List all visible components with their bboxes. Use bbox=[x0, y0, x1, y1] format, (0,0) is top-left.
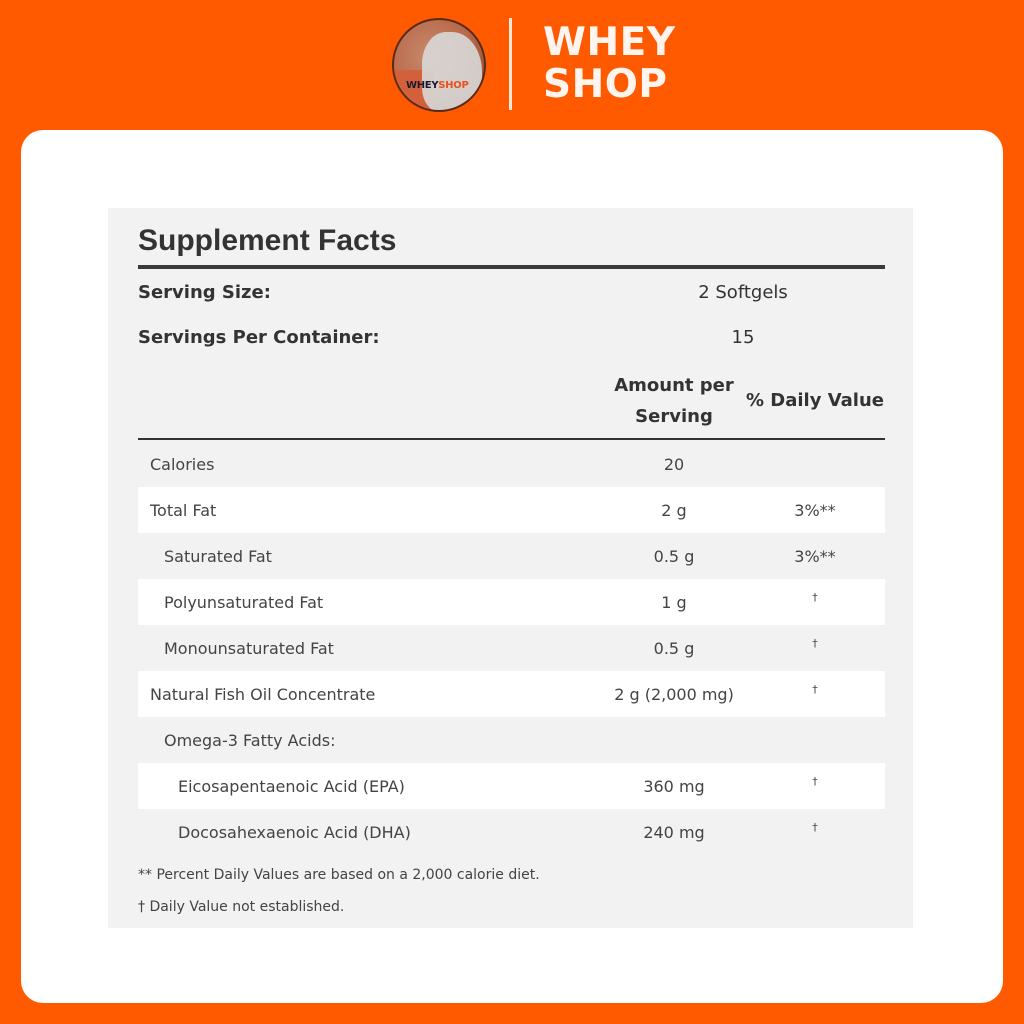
table-row: Polyunsaturated Fat 1 g † bbox=[138, 579, 885, 625]
athlete-silhouette-icon bbox=[422, 32, 482, 110]
nutrient-table: Calories 20 Total Fat 2 g 3%** Saturated… bbox=[138, 441, 885, 855]
nutrient-daily-value: † bbox=[812, 591, 818, 604]
nutrient-amount: 2 g bbox=[661, 501, 687, 520]
brand-line-2: SHOP bbox=[543, 62, 668, 107]
whey-shop-logo: WHEYSHOP bbox=[392, 18, 486, 112]
nutrient-name: Saturated Fat bbox=[164, 547, 272, 566]
nutrient-daily-value: † bbox=[812, 683, 818, 696]
nutrient-amount: 2 g (2,000 mg) bbox=[614, 685, 734, 704]
nutrient-amount: 360 mg bbox=[643, 777, 705, 796]
footnote-daily-values: ** Percent Daily Values are based on a 2… bbox=[138, 867, 540, 883]
table-row: Omega-3 Fatty Acids: bbox=[138, 717, 885, 763]
table-row: Total Fat 2 g 3%** bbox=[138, 487, 885, 533]
table-row: Calories 20 bbox=[138, 441, 885, 487]
serving-size-value: 2 Softgels bbox=[698, 282, 788, 303]
servings-per-container-label: Servings Per Container: bbox=[138, 327, 380, 348]
header-divider bbox=[509, 18, 512, 110]
table-row: Saturated Fat 0.5 g 3%** bbox=[138, 533, 885, 579]
servings-per-container-row: Servings Per Container: 15 bbox=[138, 327, 885, 357]
footnote-dagger: † Daily Value not established. bbox=[138, 899, 345, 915]
nutrient-name: Total Fat bbox=[150, 501, 217, 520]
table-row: Monounsaturated Fat 0.5 g † bbox=[138, 625, 885, 671]
page-title: Supplement Facts bbox=[138, 224, 397, 257]
nutrient-daily-value: † bbox=[812, 637, 818, 650]
brand-name: WHEY SHOP bbox=[543, 22, 676, 106]
nutrient-amount: 240 mg bbox=[643, 823, 705, 842]
nutrient-amount: 20 bbox=[663, 455, 685, 474]
header-banner: WHEYSHOP WHEY SHOP bbox=[0, 0, 1024, 130]
column-header-amount: Amount per Serving bbox=[614, 375, 734, 427]
servings-per-container-value: 15 bbox=[731, 327, 755, 348]
nutrient-name: Calories bbox=[150, 455, 215, 474]
table-row: Eicosapentaenoic Acid (EPA) 360 mg † bbox=[138, 763, 885, 809]
nutrient-daily-value: 3%** bbox=[794, 547, 836, 566]
nutrient-name: Natural Fish Oil Concentrate bbox=[150, 685, 376, 704]
column-header-daily-value: % Daily Value bbox=[745, 390, 884, 411]
nutrient-daily-value: † bbox=[812, 775, 818, 788]
nutrient-name: Monounsaturated Fat bbox=[164, 639, 334, 658]
header-divider-rule bbox=[138, 438, 885, 440]
nutrient-amount: 1 g bbox=[661, 593, 687, 612]
nutrient-amount: 0.5 g bbox=[653, 547, 695, 566]
nutrient-name: Eicosapentaenoic Acid (EPA) bbox=[178, 777, 405, 796]
nutrient-daily-value: † bbox=[812, 821, 818, 834]
brand-line-1: WHEY bbox=[543, 20, 676, 65]
nutrient-amount: 0.5 g bbox=[653, 639, 695, 658]
nutrient-name: Polyunsaturated Fat bbox=[164, 593, 324, 612]
table-row: Docosahexaenoic Acid (DHA) 240 mg † bbox=[138, 809, 885, 855]
logo-text: WHEYSHOP bbox=[406, 80, 469, 91]
title-divider bbox=[138, 265, 885, 269]
nutrient-name: Omega-3 Fatty Acids: bbox=[164, 731, 336, 750]
nutrient-name: Docosahexaenoic Acid (DHA) bbox=[178, 823, 411, 842]
serving-size-row: Serving Size: 2 Softgels bbox=[138, 282, 885, 312]
serving-size-label: Serving Size: bbox=[138, 282, 271, 303]
nutrient-daily-value: 3%** bbox=[794, 501, 836, 520]
table-row: Natural Fish Oil Concentrate 2 g (2,000 … bbox=[138, 671, 885, 717]
